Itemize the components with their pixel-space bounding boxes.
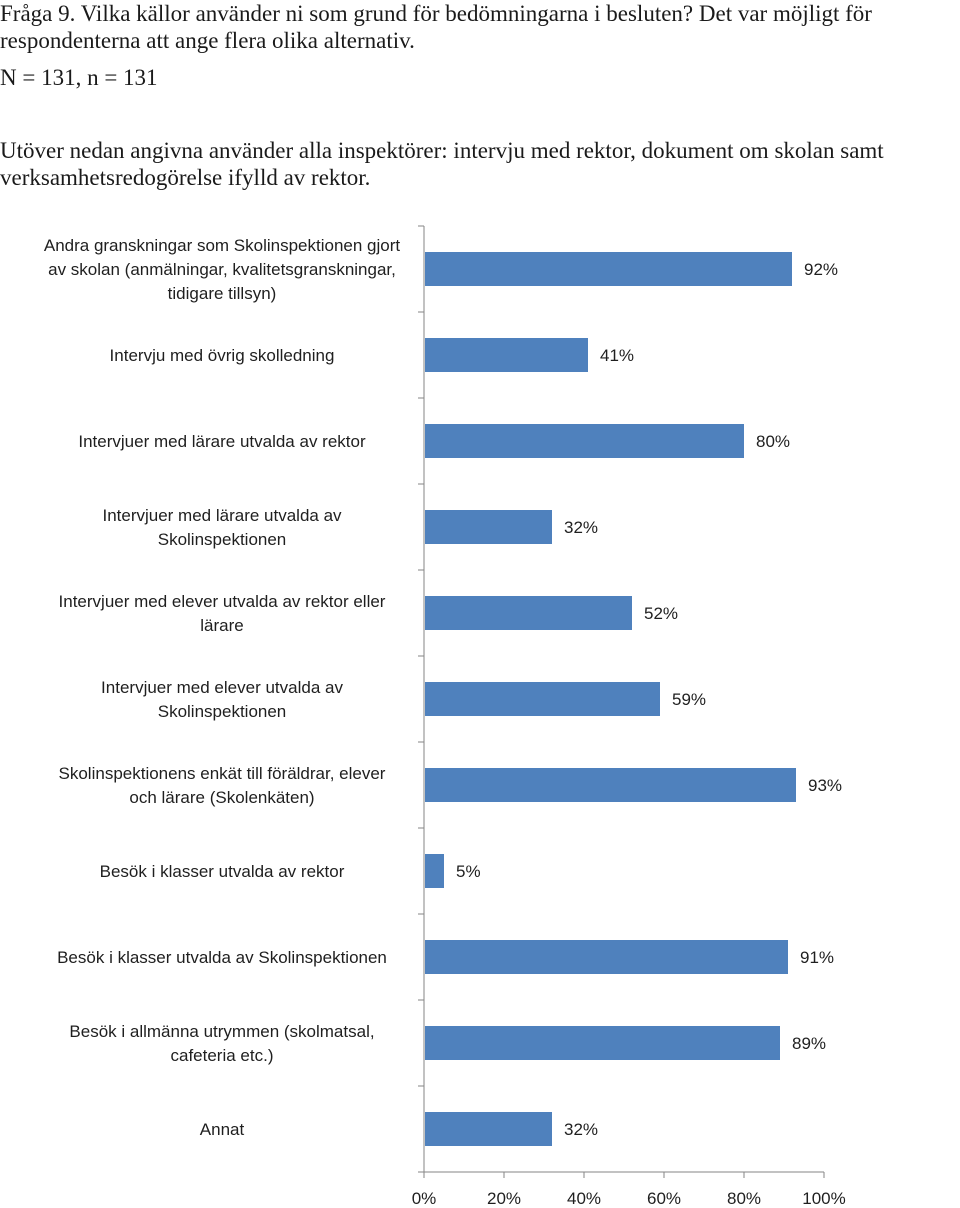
data-label: 92% — [804, 260, 838, 279]
x-tick-label: 60% — [647, 1189, 681, 1208]
bar — [425, 510, 552, 544]
category-label: Skolinspektionens enkät till föräldrar, … — [59, 764, 386, 807]
bar — [425, 1112, 552, 1146]
x-tick-label: 40% — [567, 1189, 601, 1208]
category-label: Andra granskningar som Skolinspektionen … — [44, 236, 401, 303]
category-label: Intervjuer med lärare utvalda av Skolinsp… — [102, 506, 342, 549]
x-tick-label: 20% — [487, 1189, 521, 1208]
bar — [425, 338, 588, 372]
method-note: Utöver nedan angivna använder alla inspe… — [0, 138, 884, 190]
bar — [425, 596, 632, 630]
bar — [425, 252, 792, 286]
data-label: 59% — [672, 690, 706, 709]
category-label: Intervjuer med elever utvalda av rektor … — [59, 592, 386, 635]
category-label: Besök i klasser utvalda av Skolinspektio… — [57, 948, 387, 967]
bar — [425, 940, 788, 974]
category-label: Intervjuer med lärare utvalda av rektor — [78, 432, 366, 451]
data-label: 91% — [800, 948, 834, 967]
category-label: Annat — [200, 1120, 245, 1139]
x-tick-label: 0% — [412, 1189, 437, 1208]
question-text: Fråga 9. Vilka källor använder ni som gr… — [0, 1, 872, 53]
sample-size: N = 131, n = 131 — [0, 65, 158, 90]
x-tick-label: 100% — [802, 1189, 845, 1208]
data-label: 52% — [644, 604, 678, 623]
category-label: Intervju med övrig skolledning — [110, 346, 335, 365]
bar — [425, 854, 444, 888]
data-label: 89% — [792, 1034, 826, 1053]
data-label: 5% — [456, 862, 481, 881]
bar — [425, 768, 796, 802]
bar — [425, 424, 744, 458]
data-label: 80% — [756, 432, 790, 451]
category-label: Intervjuer med elever utvalda av Skolinsp… — [101, 678, 343, 721]
bar — [425, 1026, 780, 1060]
data-label: 93% — [808, 776, 842, 795]
category-label: Besök i klasser utvalda av rektor — [100, 862, 345, 881]
bar — [425, 682, 660, 716]
category-label: Besök i allmänna utrymmen (skolmatsal, ca… — [69, 1022, 374, 1065]
data-label: 41% — [600, 346, 634, 365]
data-label: 32% — [564, 1120, 598, 1139]
x-tick-label: 80% — [727, 1189, 761, 1208]
data-label: 32% — [564, 518, 598, 537]
